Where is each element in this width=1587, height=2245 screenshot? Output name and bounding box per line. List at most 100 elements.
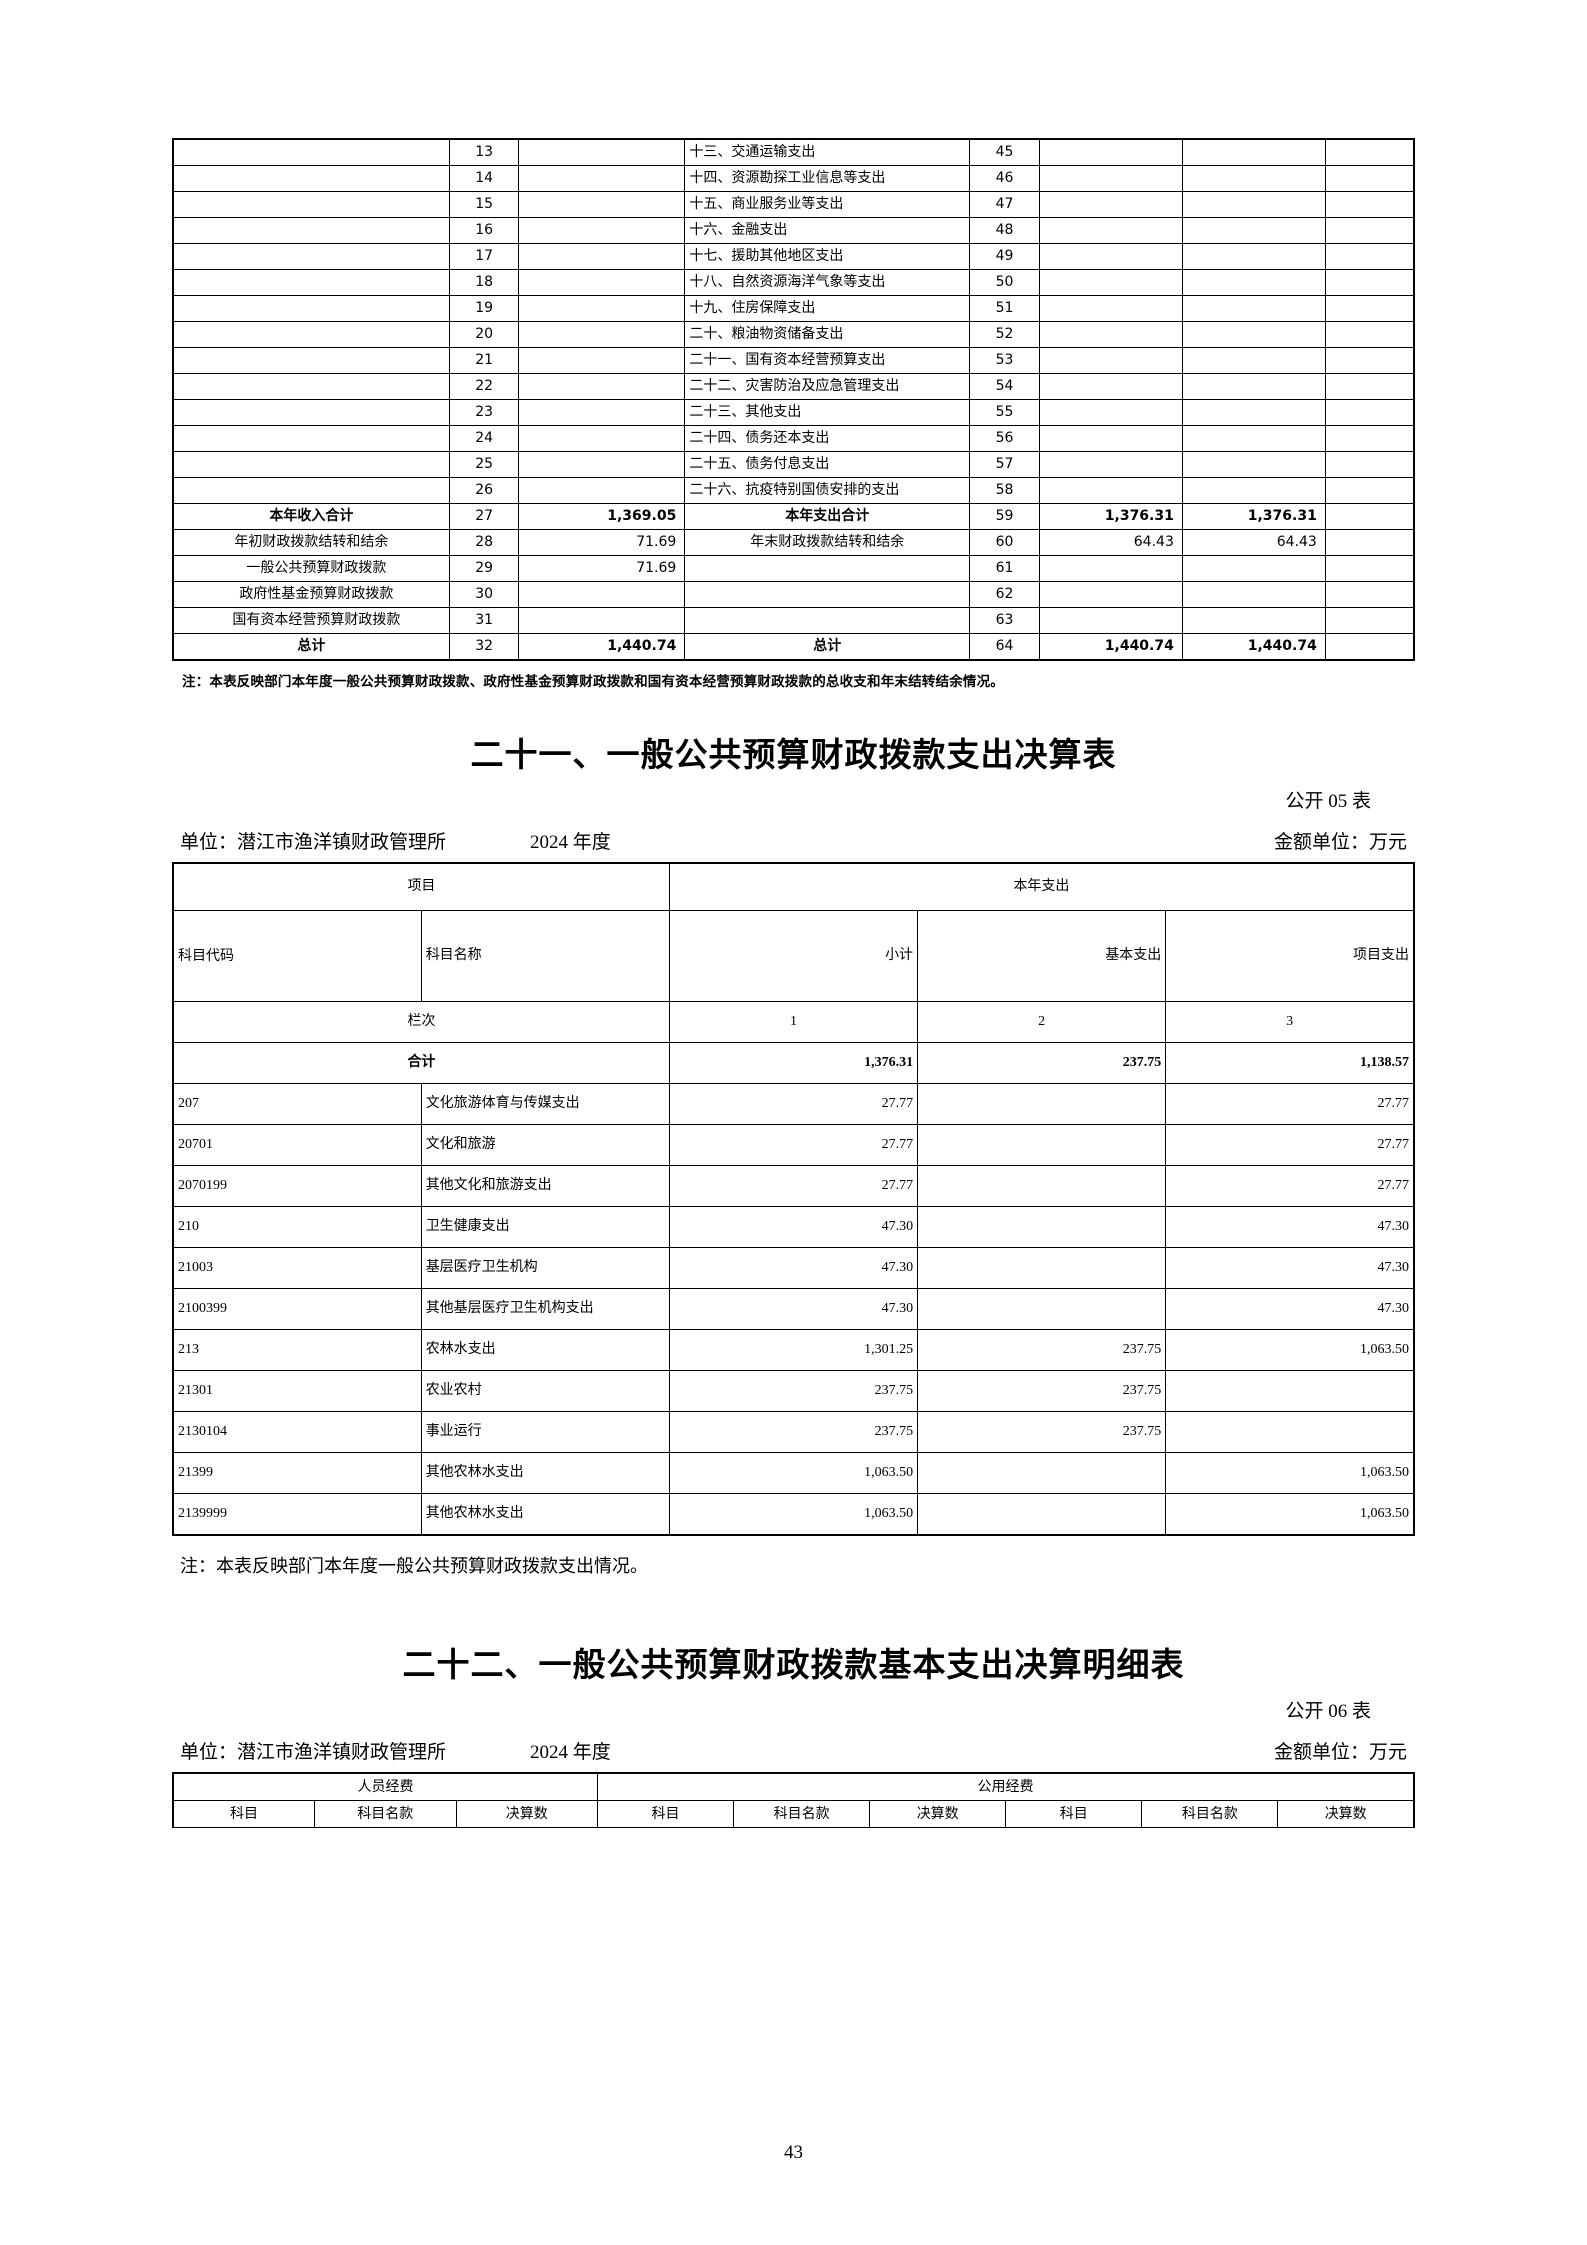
table-row: 207 文化旅游体育与传媒支出 27.77 27.77	[172, 1083, 1415, 1125]
expense-amount-extra	[1324, 503, 1415, 530]
expense-line-number: 45	[969, 138, 1040, 166]
expense-item-name	[684, 555, 971, 582]
income-line-number: 14	[448, 165, 520, 192]
income-item-name	[171, 451, 450, 478]
expense-amount-total	[1181, 477, 1326, 504]
table3-group-personnel: 人员经费	[172, 1772, 598, 1801]
income-amount	[518, 191, 686, 218]
expense-amount-subtotal	[1038, 477, 1183, 504]
expense-item-name: 十七、援助其他地区支出	[684, 243, 971, 270]
income-item-name	[171, 373, 450, 400]
income-line-number: 19	[448, 295, 520, 322]
table-row: 21 二十一、国有资本经营预算支出 53	[171, 347, 1415, 374]
expense-amount-total	[1181, 191, 1326, 218]
income-amount	[518, 217, 686, 244]
table-row: 本年收入合计 27 1,369.05 本年支出合计 59 1,376.31 1,376.31	[171, 503, 1415, 530]
expense-amount-extra	[1324, 373, 1415, 400]
income-item-name	[171, 217, 450, 244]
table2-total-row: 合计 1,376.31 237.75 1,138.57	[172, 1042, 1415, 1084]
subject-code: 21399	[172, 1452, 422, 1494]
expense-amount-extra	[1324, 399, 1415, 426]
expense-amount-subtotal: 1,376.31	[1038, 503, 1183, 530]
expense-amount-extra	[1324, 347, 1415, 374]
income-line-number: 23	[448, 399, 520, 426]
expense-amount-subtotal	[1038, 373, 1183, 400]
table2-group-project: 项目	[172, 862, 670, 911]
expense-line-number: 49	[969, 243, 1040, 270]
page-content: 13 十三、交通运输支出 45 14 十四、资源勘探工业信息等支出 46 15 十五、商业服务…	[171, 0, 1415, 1828]
table-row: 18 十八、自然资源海洋气象等支出 50	[171, 269, 1415, 296]
expense-line-number: 57	[969, 451, 1040, 478]
table-row: 25 二十五、债务付息支出 57	[171, 451, 1415, 478]
income-amount: 71.69	[518, 555, 686, 582]
income-amount: 1,369.05	[518, 503, 686, 530]
expense-amount-extra	[1324, 321, 1415, 348]
expense-amount-extra	[1324, 165, 1415, 192]
expense-line-number: 51	[969, 295, 1040, 322]
expense-item-name: 十九、住房保障支出	[684, 295, 971, 322]
table3-column-header-row: 科目 科目名款 决算数 科目 科目名款 决算数 科目 科目名款 决算数	[172, 1800, 1415, 1828]
expense-line-number: 50	[969, 269, 1040, 296]
amount-subtotal: 27.77	[668, 1083, 919, 1125]
section-22-year: 2024 年度	[530, 1742, 611, 1763]
expense-amount-total: 64.43	[1181, 529, 1326, 556]
income-amount	[518, 373, 686, 400]
table2-group-header-row: 项目 本年支出	[172, 862, 1415, 911]
expense-line-number: 60	[969, 529, 1040, 556]
table2-total-label: 合计	[172, 1042, 670, 1084]
expense-amount-subtotal	[1038, 295, 1183, 322]
income-amount	[518, 165, 686, 192]
table-row: 政府性基金预算财政拨款 30 62	[171, 581, 1415, 608]
table-row: 210 卫生健康支出 47.30 47.30	[172, 1206, 1415, 1248]
expense-amount-subtotal	[1038, 243, 1183, 270]
expense-amount-total	[1181, 321, 1326, 348]
income-item-name	[171, 425, 450, 452]
subject-name: 文化和旅游	[420, 1124, 670, 1166]
amount-subtotal: 27.77	[668, 1165, 919, 1207]
section-22-sheet-number: 公开 06 表	[1285, 1701, 1371, 1722]
expense-line-number: 64	[969, 633, 1040, 661]
expense-amount-extra	[1324, 217, 1415, 244]
income-amount	[518, 295, 686, 322]
income-item-name	[171, 165, 450, 192]
table2-col-name: 科目名称	[420, 910, 670, 1002]
subject-code: 2130104	[172, 1411, 422, 1453]
table3-col-name-3: 科目名款	[1141, 1800, 1279, 1828]
table-row: 总计 32 1,440.74 总计 64 1,440.74 1,440.74	[171, 633, 1415, 661]
income-line-number: 18	[448, 269, 520, 296]
expense-amount-subtotal	[1038, 399, 1183, 426]
expense-amount-extra	[1324, 191, 1415, 218]
expense-amount-total	[1181, 607, 1326, 634]
income-line-number: 27	[448, 503, 520, 530]
table-row: 2070199 其他文化和旅游支出 27.77 27.77	[172, 1165, 1415, 1207]
table2-total-project: 1,138.57	[1165, 1042, 1415, 1084]
income-item-name: 国有资本经营预算财政拨款	[171, 607, 450, 634]
table-row: 国有资本经营预算财政拨款 31 63	[171, 607, 1415, 634]
basic-expenditure-detail-table: 人员经费 公用经费 科目 科目名款 决算数 科目 科目名款 决算数 科目 科目名…	[172, 1772, 1415, 1828]
expense-item-name: 十六、金融支出	[684, 217, 971, 244]
expense-amount-subtotal: 1,440.74	[1038, 633, 1183, 661]
amount-project: 47.30	[1165, 1247, 1415, 1289]
table-row: 20701 文化和旅游 27.77 27.77	[172, 1124, 1415, 1166]
table-row: 19 十九、住房保障支出 51	[171, 295, 1415, 322]
expense-amount-subtotal	[1038, 321, 1183, 348]
amount-basic: 237.75	[917, 1370, 1167, 1412]
subject-code: 2070199	[172, 1165, 422, 1207]
income-line-number: 15	[448, 191, 520, 218]
income-line-number: 32	[448, 633, 520, 661]
amount-basic	[917, 1165, 1167, 1207]
table3-col-name-2: 科目名款	[733, 1800, 871, 1828]
income-line-number: 16	[448, 217, 520, 244]
section-22-meta: 单位：潜江市渔洋镇财政管理所 2024 年度 金额单位：万元	[172, 1737, 1415, 1764]
income-line-number: 21	[448, 347, 520, 374]
income-line-number: 29	[448, 555, 520, 582]
expense-item-name	[684, 607, 971, 634]
amount-project: 47.30	[1165, 1288, 1415, 1330]
income-item-name: 一般公共预算财政拨款	[171, 555, 450, 582]
income-item-name	[171, 191, 450, 218]
expense-line-number: 48	[969, 217, 1040, 244]
table2-total-basic: 237.75	[917, 1042, 1167, 1084]
expense-line-number: 59	[969, 503, 1040, 530]
amount-project: 1,063.50	[1165, 1493, 1415, 1536]
amount-basic	[917, 1083, 1167, 1125]
